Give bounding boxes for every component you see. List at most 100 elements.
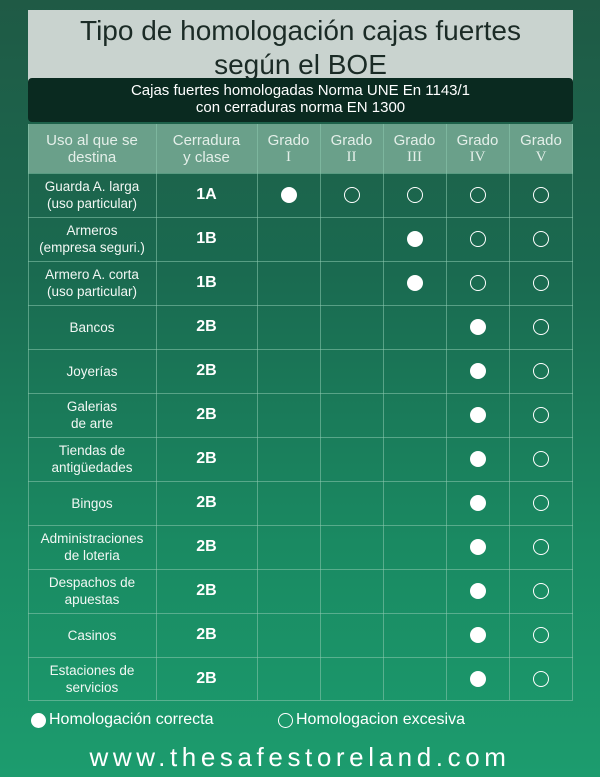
row-divider xyxy=(28,349,573,350)
filled-circle-icon xyxy=(469,451,486,467)
table-row: Estaciones de servicios 2B xyxy=(28,657,573,701)
use-cell: Bancos xyxy=(28,305,156,349)
lock-class: 1B xyxy=(196,274,217,291)
column-divider xyxy=(383,124,384,700)
header-grade-word: Grado xyxy=(456,131,499,149)
lock-class: 1A xyxy=(196,186,217,203)
use-cell: Bingos xyxy=(28,481,156,525)
table-row: Armeros (empresa seguri.) 1B xyxy=(28,217,573,261)
lock-class: 2B xyxy=(196,626,217,643)
header-grade-word: Grado xyxy=(267,131,310,149)
table-row: Casinos 2B xyxy=(28,613,573,657)
use-text: Administraciones xyxy=(40,531,144,546)
empty-circle-icon xyxy=(533,363,549,379)
empty-circle-icon xyxy=(533,407,549,423)
use-text: (uso particular) xyxy=(46,284,138,299)
column-divider xyxy=(572,124,573,700)
column-divider xyxy=(156,124,157,700)
lock-class: 1B xyxy=(196,230,217,247)
filled-circle-icon xyxy=(469,539,486,555)
header-grade-numeral: IV xyxy=(469,148,486,165)
use-text: Bancos xyxy=(69,319,115,335)
use-text: (uso particular) xyxy=(46,196,138,211)
column-divider xyxy=(320,124,321,700)
header-grade-3: Grado III xyxy=(383,124,446,173)
use-cell: Armero A. corta (uso particular) xyxy=(28,261,156,305)
header-lock-line1: Cerradura xyxy=(172,131,241,149)
empty-circle-icon xyxy=(533,495,549,511)
row-divider xyxy=(28,700,573,701)
legend-correct: Homologación correcta xyxy=(31,711,214,729)
subtitle-line1: Cajas fuertes homologadas Norma UNE En 1… xyxy=(130,82,471,99)
use-text: Armero A. corta xyxy=(45,267,139,282)
column-divider xyxy=(509,124,510,700)
filled-circle-icon xyxy=(469,407,486,423)
filled-circle-icon xyxy=(469,495,486,511)
use-text: Casinos xyxy=(67,627,117,643)
page-title-line2: según el BOE xyxy=(214,49,387,80)
subtitle-line2: con cerraduras norma EN 1300 xyxy=(195,99,406,116)
filled-circle-icon xyxy=(469,583,486,599)
row-divider xyxy=(28,261,573,262)
use-text: Tiendas de xyxy=(58,443,126,458)
header-use: Uso al que se destina xyxy=(28,124,156,173)
filled-circle-icon xyxy=(31,712,46,728)
use-cell: Galerias de arte xyxy=(28,393,156,437)
use-text: Guarda A. larga xyxy=(44,179,140,194)
table-row: Armero A. corta (uso particular) 1B xyxy=(28,261,573,305)
filled-circle-icon xyxy=(280,187,297,203)
page-title: Tipo de homologación cajas fuertes xyxy=(80,15,521,46)
header-use-line2: destina xyxy=(67,148,117,166)
lock-class: 2B xyxy=(196,494,217,511)
use-cell: Guarda A. larga (uso particular) xyxy=(28,173,156,217)
table-row: Tiendas de antigüedades 2B xyxy=(28,437,573,481)
use-text: Despachos de xyxy=(48,575,136,590)
header-grade-word: Grado xyxy=(520,131,562,149)
empty-circle-icon xyxy=(278,712,293,728)
use-cell: Casinos xyxy=(28,613,156,657)
header-grade-2: Grado II xyxy=(320,124,383,173)
empty-circle-icon xyxy=(406,187,423,203)
empty-circle-icon xyxy=(533,583,549,599)
use-cell: Administraciones de loteria xyxy=(28,525,156,569)
filled-circle-icon xyxy=(469,627,486,643)
filled-circle-icon xyxy=(406,275,423,291)
table-row: Bingos 2B xyxy=(28,481,573,525)
header-grade-word: Grado xyxy=(393,131,436,149)
use-text: Estaciones de xyxy=(49,663,135,678)
empty-circle-icon xyxy=(533,627,549,643)
footer-website: www.thesafestoreland.com xyxy=(89,742,511,772)
header-grade-numeral: V xyxy=(535,148,547,165)
filled-circle-icon xyxy=(406,231,423,247)
use-cell: Despachos de apuestas xyxy=(28,569,156,613)
empty-circle-icon xyxy=(469,275,486,291)
row-divider xyxy=(28,217,573,218)
header-lock: Cerradura y clase xyxy=(156,124,257,173)
legend-excessive-label: Homologacion excesiva xyxy=(296,711,465,728)
header-grade-4: Grado IV xyxy=(446,124,509,173)
column-divider xyxy=(446,124,447,700)
use-text: de loteria xyxy=(64,548,120,563)
lock-class: 2B xyxy=(196,318,217,335)
header-grade-numeral: II xyxy=(346,148,357,165)
header-grade-word: Grado xyxy=(330,131,373,149)
use-cell: Armeros (empresa seguri.) xyxy=(28,217,156,261)
header-grade-1: Grado I xyxy=(257,124,320,173)
subtitle-banner: Cajas fuertes homologadas Norma UNE En 1… xyxy=(28,78,573,122)
row-divider xyxy=(28,437,573,438)
use-text: servicios xyxy=(65,680,119,695)
row-divider xyxy=(28,657,573,658)
table-header: Uso al que se destina Cerradura y clase … xyxy=(28,124,573,173)
header-lock-line2: y clase xyxy=(183,148,230,166)
lock-class: 2B xyxy=(196,538,217,555)
table-row: Galerias de arte 2B xyxy=(28,393,573,437)
row-divider xyxy=(28,481,573,482)
use-text: Joyerías xyxy=(66,363,118,379)
row-divider xyxy=(28,173,573,174)
use-text: (empresa seguri.) xyxy=(39,240,145,255)
filled-circle-icon xyxy=(469,319,486,335)
empty-circle-icon xyxy=(533,231,549,247)
table-row: Joyerías 2B xyxy=(28,349,573,393)
table-row: Administraciones de loteria 2B xyxy=(28,525,573,569)
empty-circle-icon xyxy=(343,187,360,203)
